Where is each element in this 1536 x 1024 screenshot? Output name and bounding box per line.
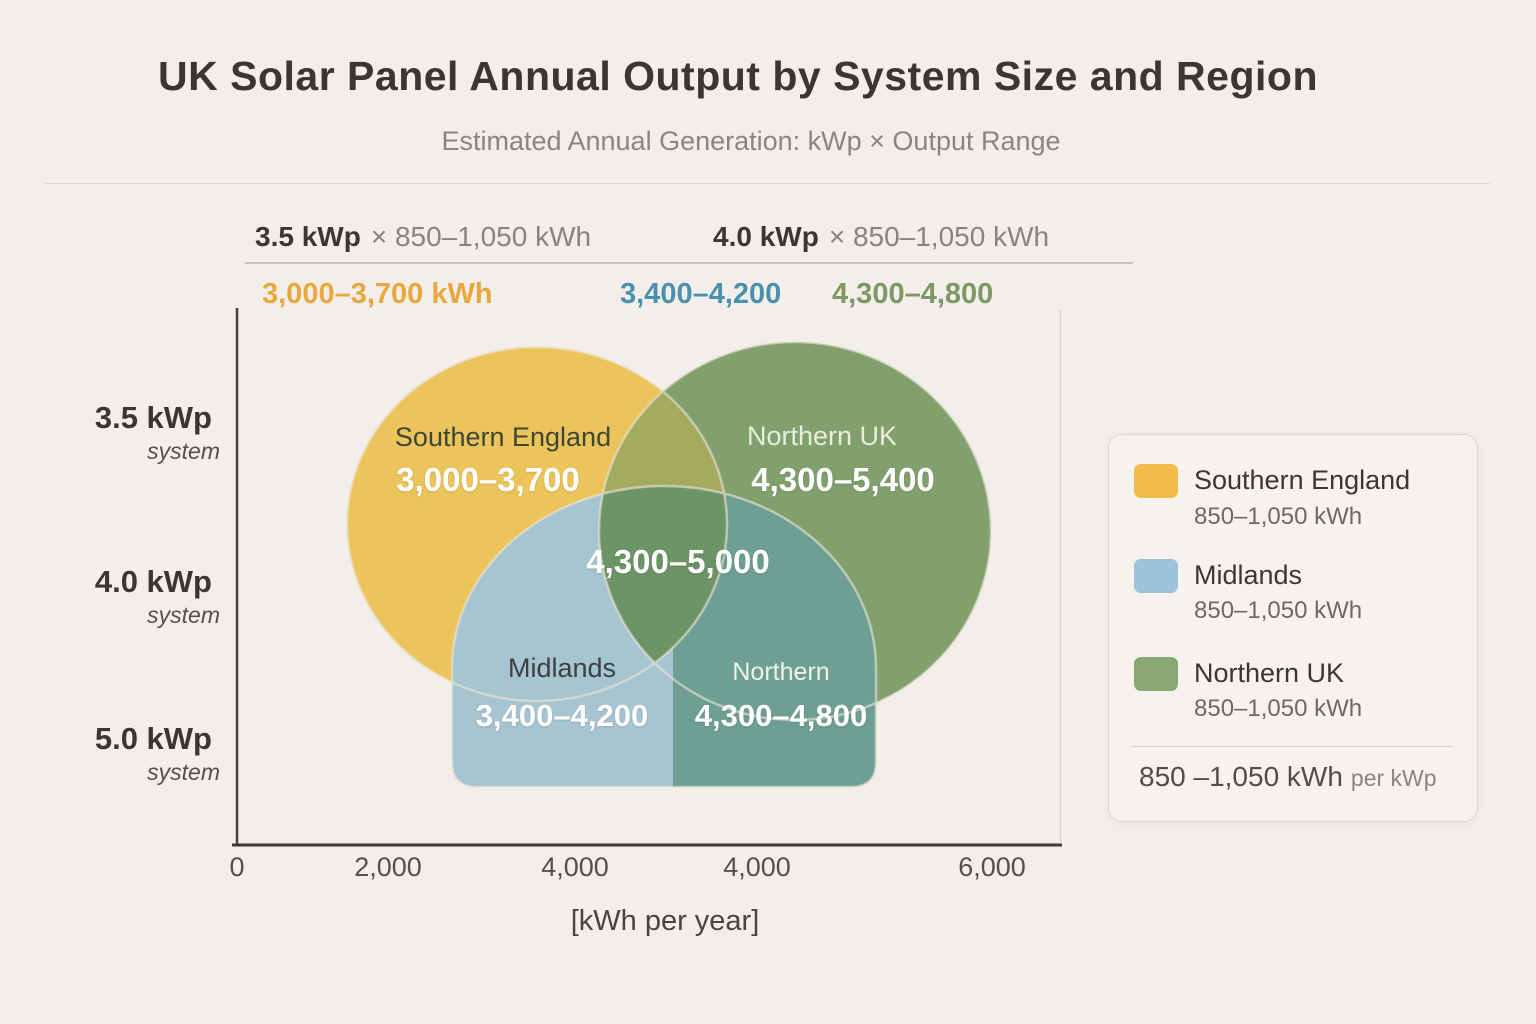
- header-divider: [45, 183, 1490, 184]
- legend-label-northern-uk: Northern UK: [1194, 658, 1345, 688]
- legend-swatch-southern: [1134, 464, 1178, 498]
- midlands-label: Midlands: [507, 653, 617, 683]
- center-overlap-value: 4,300–5,000: [586, 543, 770, 580]
- system-label-3-5: 3.5 kWp system: [40, 400, 220, 466]
- page-title: UK Solar Panel Annual Output by System S…: [158, 53, 1318, 99]
- system-size: 3.5 kWp: [94, 400, 212, 435]
- legend-panel: Southern England 850–1,050 kWh Midlands …: [1108, 434, 1478, 822]
- formula-range: × 850–1,050 kWh: [370, 221, 592, 252]
- range-southern: 3,000–3,700 kWh: [262, 278, 493, 310]
- formula-3-5-kwp: 3.5 kWp × 850–1,050 kWh: [255, 221, 591, 253]
- legend-swatch-midlands: [1134, 559, 1178, 593]
- system-sub: system: [147, 759, 220, 785]
- system-sub: system: [147, 438, 220, 464]
- range-northern: 4,300–4,800: [832, 278, 994, 310]
- x-tick-0: 0: [229, 852, 245, 882]
- legend-range-midlands: 850–1,050 kWh: [1194, 597, 1363, 624]
- northern-uk-label: Northern UK: [746, 421, 898, 451]
- legend-range-southern: 850–1,050 kWh: [1194, 503, 1363, 530]
- formula-kwp: 4.0 kWp: [713, 221, 819, 252]
- northern-uk-value: 4,300–5,400: [751, 461, 935, 498]
- legend-footer-range: 850 –1,050 kWh: [1139, 761, 1343, 792]
- legend-footer: 850 –1,050 kWh per kWp: [1139, 761, 1437, 793]
- legend-footer-unit: per kWp: [1350, 765, 1437, 791]
- range-midlands: 3,400–4,200: [620, 278, 782, 310]
- formula-kwp: 3.5 kWp: [255, 221, 361, 252]
- system-sub: system: [147, 602, 220, 628]
- southern-england-value: 3,000–3,700: [396, 461, 580, 498]
- legend-swatch-northern-uk: [1134, 657, 1178, 691]
- southern-england-label: Southern England: [394, 422, 612, 452]
- x-tick-6000: 6,000: [958, 852, 1026, 882]
- midlands-value: 3,400–4,200: [475, 698, 649, 733]
- x-tick-4000-b: 4,000: [723, 852, 791, 882]
- northern-value: 4,300–4,800: [694, 698, 868, 733]
- center-overlap-shape: [599, 486, 727, 701]
- legend-label-midlands: Midlands: [1194, 560, 1303, 590]
- page-subtitle: Estimated Annual Generation: kWp × Outpu…: [441, 126, 1061, 156]
- system-size: 5.0 kWp: [94, 721, 212, 756]
- legend-divider: [1131, 746, 1453, 747]
- system-label-4-0: 4.0 kWp system: [40, 564, 220, 630]
- formula-4-0-kwp: 4.0 kWp × 850–1,050 kWh: [713, 221, 1049, 253]
- legend-range-northern-uk: 850–1,050 kWh: [1194, 695, 1363, 722]
- system-label-5-0: 5.0 kWp system: [40, 721, 220, 787]
- x-tick-4000-a: 4,000: [541, 852, 609, 882]
- formula-underline: [245, 262, 1133, 264]
- legend-label-southern: Southern England: [1194, 465, 1411, 495]
- system-size: 4.0 kWp: [94, 564, 212, 599]
- circle-outlines: [345, 340, 993, 789]
- x-tick-2000: 2,000: [354, 852, 422, 882]
- northern-label: Northern: [732, 658, 830, 686]
- x-axis-label: [kWh per year]: [570, 905, 760, 937]
- formula-range: × 850–1,050 kWh: [828, 221, 1050, 252]
